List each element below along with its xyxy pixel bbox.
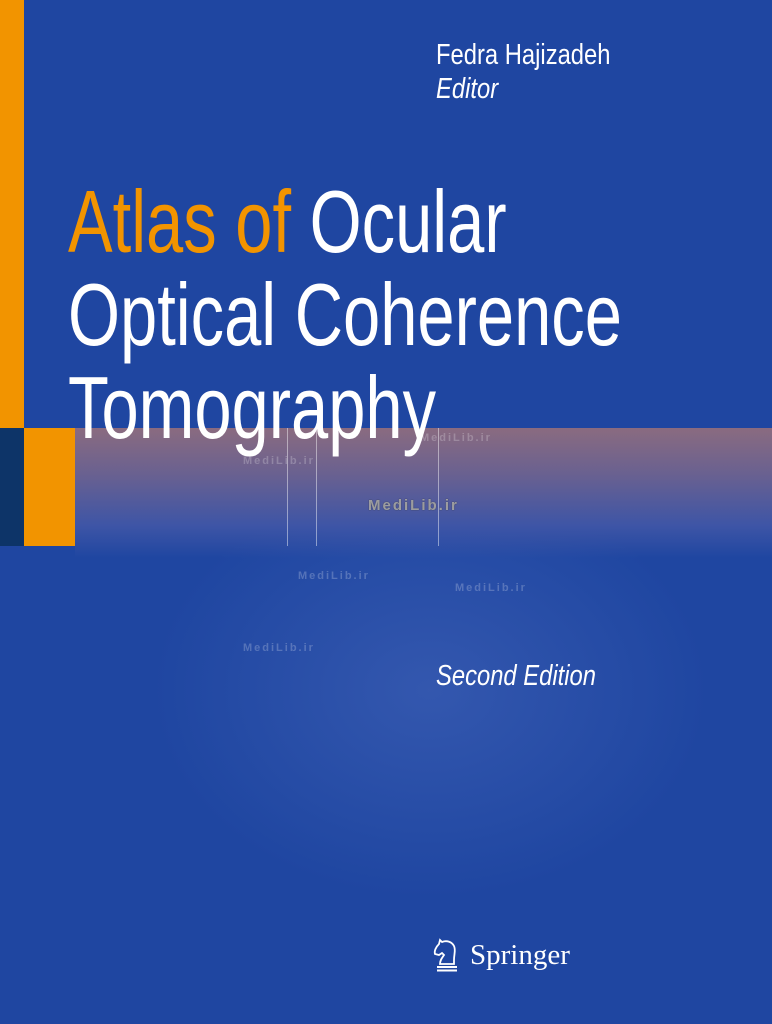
publisher-logo: Springer — [432, 938, 570, 972]
title-line1: Ocular — [309, 172, 507, 271]
orange-stripe — [0, 0, 24, 428]
book-title: Atlas of Ocular Optical Coherence Tomogr… — [68, 175, 622, 454]
title-line3: Tomography — [68, 358, 437, 457]
watermark: MediLib.ir — [420, 432, 492, 444]
watermark: MediLib.ir — [298, 570, 370, 582]
divider-line — [316, 428, 317, 546]
orange-block — [24, 428, 75, 546]
title-accent: Atlas of — [68, 172, 292, 271]
divider-line — [287, 428, 288, 546]
edition: Second Edition — [436, 660, 596, 692]
watermark: MediLib.ir — [243, 455, 315, 467]
editor-block: Fedra Hajizadeh Editor — [436, 38, 610, 106]
editor-role: Editor — [436, 73, 499, 105]
watermark: MediLib.ir — [455, 582, 527, 594]
divider-line — [438, 428, 439, 546]
watermark: MediLib.ir — [243, 642, 315, 654]
watermark: MediLib.ir — [368, 497, 459, 514]
gradient-band — [75, 428, 772, 558]
publisher-name: Springer — [470, 938, 570, 971]
editor-name: Fedra Hajizadeh — [436, 39, 611, 71]
title-line2: Optical Coherence — [68, 265, 622, 364]
chess-knight-icon — [433, 938, 457, 972]
navy-block — [0, 428, 24, 546]
